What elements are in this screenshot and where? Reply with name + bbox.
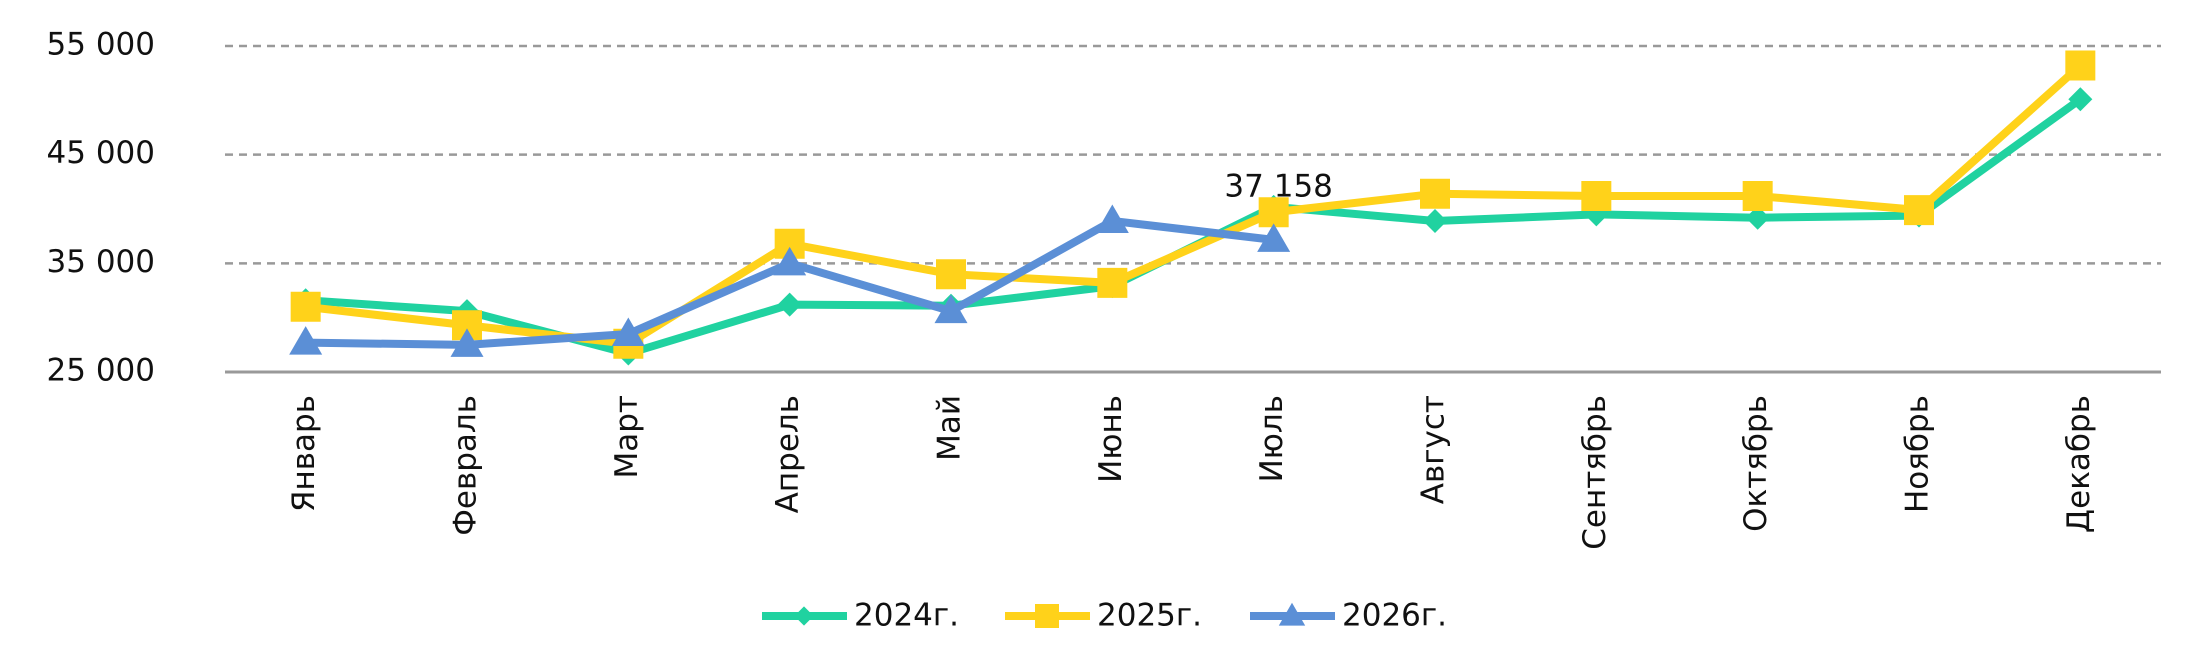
- x-tick-label: Март: [609, 395, 645, 478]
- y-tick-label: 45 000: [47, 135, 155, 171]
- y-tick-label: 25 000: [47, 353, 155, 389]
- point: [1258, 197, 1289, 228]
- point: [450, 328, 484, 357]
- point: [1745, 205, 1770, 230]
- y-tick-label: 35 000: [47, 244, 155, 280]
- series-line: [305, 96, 2083, 358]
- x-tick-label: Сентябрь: [1577, 395, 1613, 550]
- legend-marker: [794, 606, 814, 626]
- legend-label: 2026г.: [1342, 598, 1447, 634]
- legend-label: 2024г.: [854, 598, 959, 634]
- legend-label: 2025г.: [1097, 598, 1202, 634]
- series-line: [305, 62, 2083, 348]
- point: [2068, 87, 2093, 112]
- legend-marker: [1278, 602, 1306, 626]
- point: [1581, 180, 1612, 211]
- point: [773, 246, 807, 276]
- point: [452, 310, 482, 341]
- x-tick-label: Декабрь: [2061, 395, 2097, 533]
- point: [1742, 180, 1773, 211]
- point: [774, 228, 805, 259]
- point: [1904, 195, 1934, 226]
- x-tick-label: Май: [932, 395, 968, 461]
- data-label: 37 158: [1224, 168, 1332, 204]
- point: [936, 259, 966, 290]
- y-tick-label: 55 000: [47, 27, 155, 63]
- x-tick-label: Октябрь: [1738, 395, 1774, 532]
- point: [1420, 178, 1450, 209]
- x-tick-label: Август: [1416, 395, 1452, 504]
- point: [1097, 267, 1128, 298]
- x-tick-label: Ноябрь: [1900, 395, 1936, 513]
- x-tick-label: Январь: [286, 395, 322, 512]
- x-tick-label: Июнь: [1093, 395, 1129, 483]
- x-tick-label: Февраль: [448, 395, 484, 536]
- point: [611, 317, 645, 346]
- point: [290, 291, 321, 322]
- point: [777, 292, 802, 317]
- point: [1257, 223, 1291, 252]
- point: [2065, 50, 2096, 81]
- x-tick-label: Апрель: [770, 395, 806, 513]
- point: [289, 326, 323, 355]
- x-tick-label: Июль: [1254, 395, 1290, 482]
- point: [1423, 208, 1447, 233]
- point: [1095, 204, 1129, 233]
- point: [934, 294, 968, 324]
- legend-marker: [1035, 604, 1059, 628]
